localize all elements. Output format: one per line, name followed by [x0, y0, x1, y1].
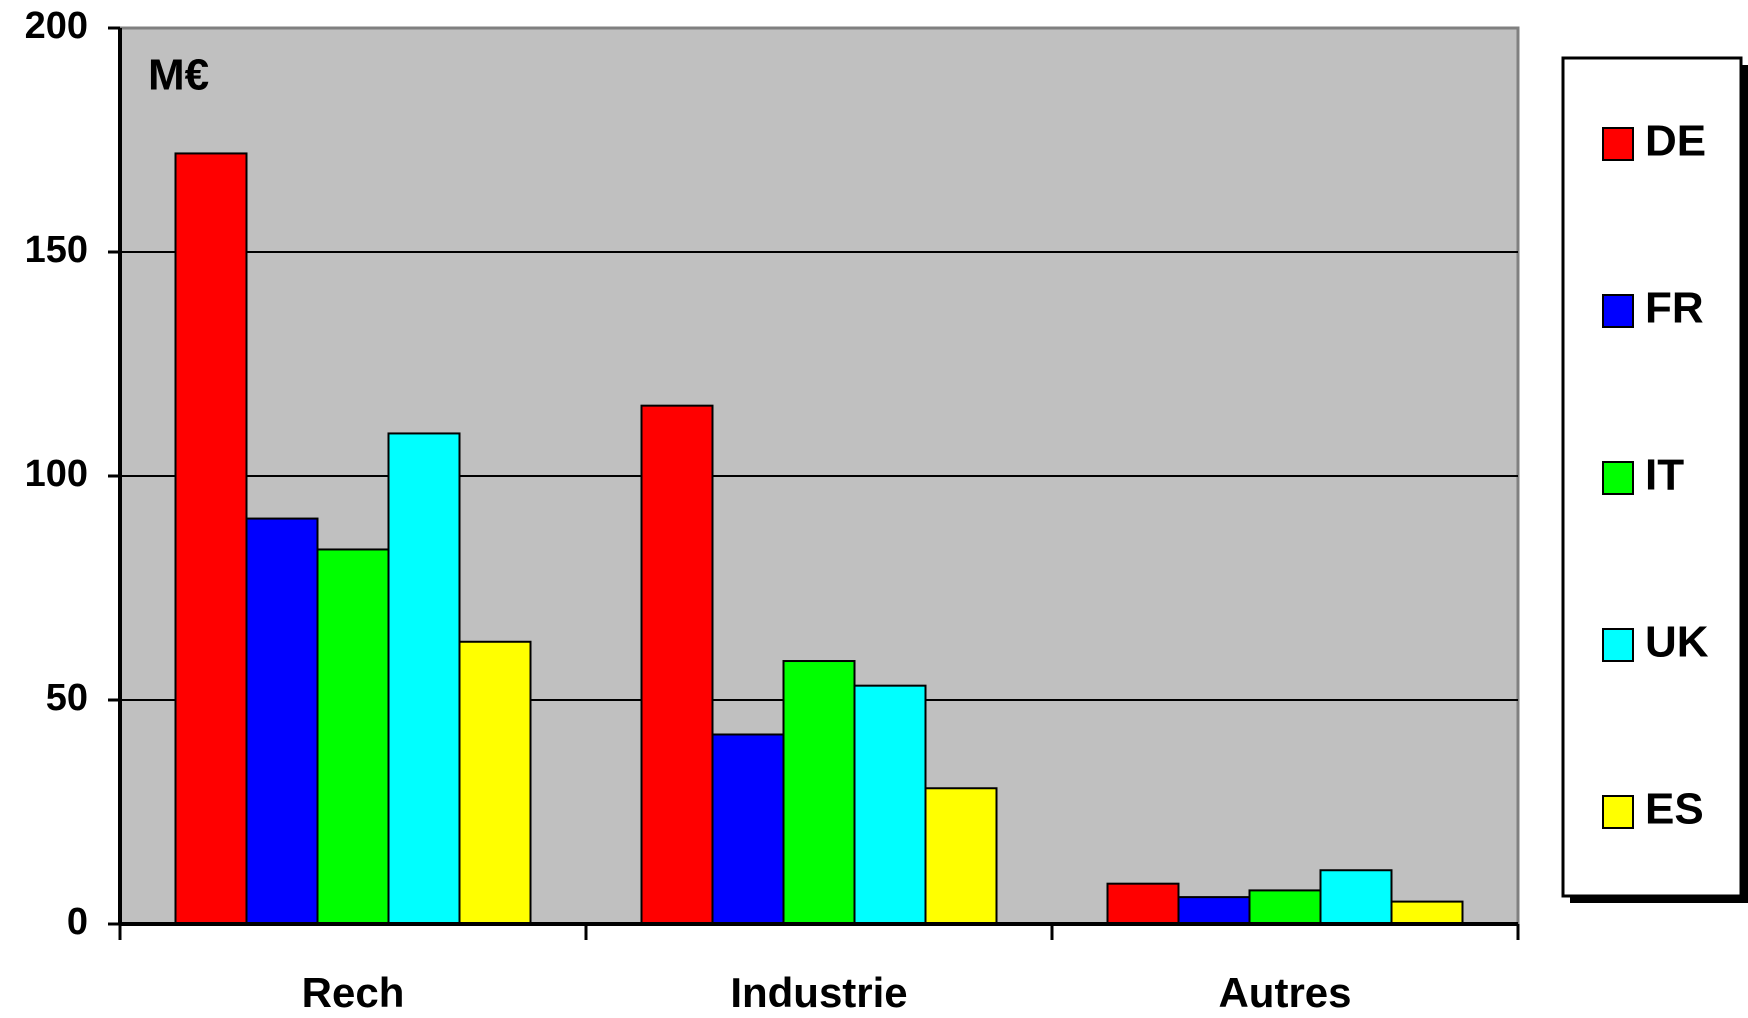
- legend-label: IT: [1645, 451, 1684, 500]
- y-tick-label: 50: [46, 677, 88, 719]
- unit-annotation: M€: [148, 51, 209, 100]
- legend-label: UK: [1645, 618, 1709, 667]
- bar: [1248, 889, 1322, 926]
- bar: [387, 432, 461, 925]
- legend-swatch: [1602, 294, 1634, 328]
- bar: [245, 517, 319, 925]
- bar: [458, 640, 532, 925]
- legend-label: ES: [1645, 785, 1704, 834]
- y-tick-label: 200: [25, 5, 88, 47]
- bar: [174, 152, 248, 925]
- bar: [782, 660, 856, 925]
- x-tick-label: Rech: [302, 969, 405, 1016]
- legend-swatch: [1602, 628, 1634, 662]
- legend-swatch: [1602, 461, 1634, 495]
- y-tick-label: 150: [25, 229, 88, 271]
- bar: [1106, 882, 1180, 925]
- bar: [1177, 896, 1251, 925]
- x-tick-label: Autres: [1218, 969, 1351, 1016]
- bar: [711, 733, 785, 925]
- bar: [924, 787, 998, 925]
- x-tick-label: Industrie: [730, 969, 907, 1016]
- y-tick-label: 0: [67, 901, 88, 943]
- legend-label: DE: [1645, 117, 1706, 166]
- legend-swatch: [1602, 127, 1634, 161]
- bar: [640, 404, 714, 925]
- bar: [1390, 900, 1464, 925]
- bar: [316, 548, 390, 925]
- legend-label: FR: [1645, 284, 1704, 333]
- y-tick-label: 100: [25, 453, 88, 495]
- bar: [1319, 869, 1393, 925]
- legend-swatch: [1602, 795, 1634, 829]
- legend: [1561, 56, 1743, 898]
- bar: [853, 684, 927, 925]
